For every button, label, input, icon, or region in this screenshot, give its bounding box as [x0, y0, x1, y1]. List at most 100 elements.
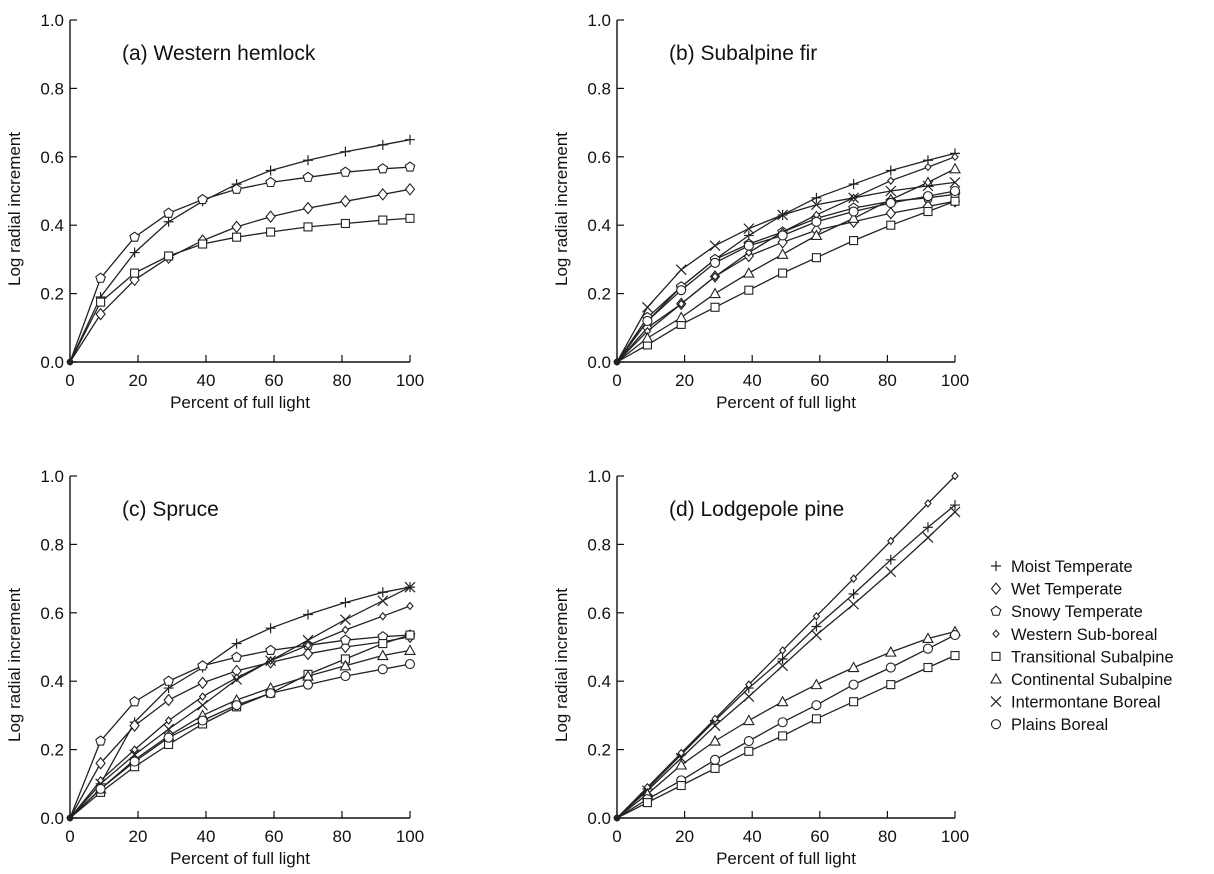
data-point-western-sub-boreal [745, 680, 753, 689]
data-point-origin [66, 814, 74, 822]
data-point-intermontane-boreal [641, 301, 653, 313]
y-tick-label: 0.4 [587, 216, 611, 235]
data-point-snowy-temperate [95, 272, 107, 283]
data-point-continental-subalpine [376, 649, 389, 661]
y-tick-label: 0.4 [40, 216, 64, 235]
y-axis-title: Log radial increment [5, 132, 24, 286]
data-point-plains-boreal [949, 185, 961, 197]
series-line-western-sub-boreal [69, 605, 411, 819]
data-point-plains-boreal [95, 783, 106, 794]
data-point-plains-boreal [231, 700, 242, 711]
legend-item-continental-subalpine: Continental Subalpine [990, 671, 1172, 689]
legend-marker-cross [990, 696, 1002, 708]
x-tick-label: 100 [396, 371, 424, 390]
data-point-moist-temperate [950, 500, 960, 511]
panel-a-western-hemlock: 0 20 40 60 80 100 0.0 0.2 0.4 0.6 0.8 1.0 Percent of… [5, 11, 424, 412]
data-point-transitional-subalpine [849, 236, 859, 246]
series-transitional-subalpine [66, 213, 415, 366]
legend-label: Continental Subalpine [1011, 671, 1172, 689]
y-tick-label: 0.8 [40, 535, 64, 554]
data-point-transitional-subalpine [811, 714, 821, 724]
data-point-moist-temperate [848, 179, 859, 190]
series-plains-boreal [66, 659, 416, 822]
data-point-snowy-temperate [302, 171, 314, 182]
data-point-snowy-temperate [231, 183, 243, 194]
y-tick-label: 0.8 [587, 79, 611, 98]
data-point-transitional-subalpine [744, 746, 754, 756]
data-point-moist-temperate [303, 609, 313, 620]
series-line-moist-temperate [69, 139, 411, 363]
data-point-intermontane-boreal [949, 506, 961, 518]
x-tick-label: 60 [810, 827, 829, 846]
x-tick-label: 60 [265, 827, 284, 846]
series-line-wet-temperate [616, 200, 956, 363]
data-point-moist-temperate [303, 155, 313, 166]
data-point-plains-boreal [129, 756, 140, 767]
data-point-intermontane-boreal [675, 264, 687, 276]
series-continental-subalpine [613, 162, 961, 366]
legend-marker-square [991, 651, 1001, 661]
data-point-moist-temperate [811, 192, 822, 203]
y-tick-label: 0.4 [40, 672, 64, 691]
data-point-snowy-temperate [129, 696, 141, 707]
data-point-origin [66, 358, 74, 366]
y-tick-label: 0.6 [587, 148, 611, 167]
data-point-continental-subalpine [404, 644, 416, 655]
legend-item-transitional-subalpine: Transitional Subalpine [991, 648, 1174, 666]
data-point-intermontane-boreal [163, 723, 175, 735]
data-point-transitional-subalpine [923, 206, 933, 217]
data-point-transitional-subalpine [198, 239, 208, 249]
data-point-moist-temperate [885, 554, 896, 565]
data-point-western-sub-boreal [677, 748, 685, 758]
data-point-continental-subalpine [776, 248, 789, 259]
data-point-plains-boreal [848, 206, 859, 217]
data-point-transitional-subalpine [130, 268, 140, 278]
legend-marker-triangle [990, 672, 1002, 684]
data-point-western-sub-boreal [130, 745, 139, 754]
data-point-intermontane-boreal [922, 180, 934, 192]
x-tick-label: 40 [197, 371, 216, 390]
data-point-western-sub-boreal [745, 248, 753, 257]
data-point-plains-boreal [777, 230, 788, 241]
y-tick-label: 0.6 [40, 604, 64, 623]
data-point-continental-subalpine [339, 659, 352, 671]
x-tick-label: 100 [941, 371, 969, 390]
data-point-moist-temperate [922, 522, 933, 533]
panel-title: (b) Subalpine fir [669, 42, 817, 65]
data-point-transitional-subalpine [849, 697, 859, 707]
y-axis-title: Log radial increment [552, 588, 571, 742]
y-tick-label: 0.6 [587, 604, 611, 623]
x-axis-title: Percent of full light [716, 849, 856, 868]
y-tick-label: 0.2 [587, 741, 611, 760]
x-axis-title: Percent of full light [170, 849, 310, 868]
data-point-western-sub-boreal [198, 692, 207, 701]
legend-marker-plus [991, 561, 1001, 571]
data-point-continental-subalpine [709, 734, 721, 746]
legend-label: Wet Temperate [1011, 581, 1122, 599]
data-point-snowy-temperate [197, 660, 209, 671]
data-point-intermontane-boreal [922, 532, 934, 543]
data-point-wet-temperate [129, 719, 140, 733]
data-point-western-sub-boreal [951, 152, 959, 162]
y-tick-label: 0.2 [587, 285, 611, 304]
data-point-intermontane-boreal [810, 629, 822, 641]
series-intermontane-boreal [613, 506, 961, 822]
data-point-western-sub-boreal [341, 625, 350, 635]
y-tick-label: 0.2 [40, 741, 64, 760]
x-tick-label: 0 [65, 371, 74, 390]
x-tick-label: 0 [65, 827, 74, 846]
series-snowy-temperate [66, 161, 416, 366]
data-point-transitional-subalpine [96, 297, 106, 307]
x-tick-label: 60 [810, 371, 829, 390]
data-point-origin [613, 814, 621, 822]
data-point-plains-boreal [265, 688, 276, 699]
y-tick-label: 0.0 [40, 809, 64, 828]
y-tick-label: 1.0 [587, 11, 611, 30]
legend-label: Transitional Subalpine [1011, 648, 1174, 666]
data-point-continental-subalpine [742, 266, 755, 278]
x-tick-label: 80 [878, 827, 897, 846]
series-line-wet-temperate [69, 636, 411, 819]
data-point-intermontane-boreal [743, 223, 755, 235]
data-point-intermontane-boreal [885, 566, 897, 578]
